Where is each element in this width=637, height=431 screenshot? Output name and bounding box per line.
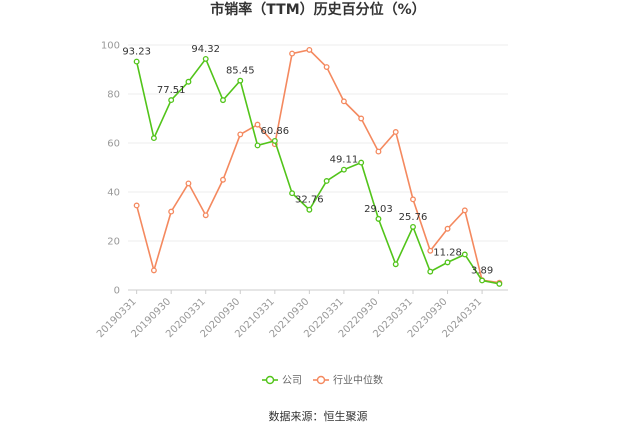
data-point[interactable] bbox=[289, 190, 296, 197]
legend-item-1[interactable]: 行业中位数 bbox=[313, 374, 383, 387]
data-point[interactable] bbox=[289, 50, 296, 57]
data-point[interactable] bbox=[375, 148, 382, 155]
data-point[interactable] bbox=[444, 225, 451, 232]
legend-item-0[interactable]: 公司 bbox=[262, 376, 302, 387]
data-label: 93.23 bbox=[122, 47, 151, 58]
data-point[interactable] bbox=[202, 55, 209, 62]
data-label: 11.28 bbox=[433, 247, 462, 258]
data-point[interactable] bbox=[185, 78, 192, 85]
data-point[interactable] bbox=[461, 207, 468, 214]
series-line-1 bbox=[135, 49, 500, 284]
data-point[interactable] bbox=[392, 261, 399, 268]
data-point[interactable] bbox=[444, 259, 451, 266]
data-point[interactable] bbox=[392, 129, 399, 135]
data-point[interactable] bbox=[168, 208, 175, 215]
data-label: 60.86 bbox=[260, 126, 289, 137]
data-point[interactable] bbox=[340, 98, 347, 105]
data-label: 49.11 bbox=[330, 155, 359, 166]
y-tick-label: 80 bbox=[107, 90, 120, 101]
data-point[interactable] bbox=[202, 212, 209, 219]
legend-marker bbox=[316, 375, 326, 385]
data-point[interactable] bbox=[427, 268, 434, 275]
data-label: 85.45 bbox=[226, 66, 255, 77]
data-point[interactable] bbox=[375, 215, 382, 222]
data-point[interactable] bbox=[271, 137, 278, 144]
y-tick-label: 20 bbox=[107, 237, 120, 248]
data-point[interactable] bbox=[358, 115, 365, 122]
data-label: 29.03 bbox=[364, 204, 393, 215]
data-point[interactable] bbox=[358, 159, 365, 166]
data-point[interactable] bbox=[479, 277, 486, 284]
data-label: 32.76 bbox=[295, 195, 324, 206]
source-note: 数据来源：恒生聚源 bbox=[269, 409, 368, 423]
series-layer bbox=[133, 46, 503, 287]
data-point[interactable] bbox=[237, 131, 244, 138]
data-point[interactable] bbox=[496, 280, 503, 287]
data-point[interactable] bbox=[306, 206, 313, 213]
data-point[interactable] bbox=[133, 58, 140, 65]
legend[interactable]: 公司 行业中位数 bbox=[262, 374, 383, 387]
series-line-0 bbox=[135, 57, 500, 285]
x-axis: 2019033120190930202003312020093020210331… bbox=[95, 290, 484, 340]
data-point[interactable] bbox=[254, 121, 261, 128]
data-point[interactable] bbox=[461, 251, 468, 258]
data-point[interactable] bbox=[150, 135, 157, 142]
data-point[interactable] bbox=[254, 142, 261, 149]
data-point[interactable] bbox=[323, 178, 330, 184]
data-label: 94.32 bbox=[191, 44, 220, 55]
data-point[interactable] bbox=[306, 46, 313, 53]
data-point[interactable] bbox=[220, 176, 226, 183]
y-tick-label: 40 bbox=[107, 188, 120, 199]
data-point[interactable] bbox=[323, 64, 330, 70]
y-tick-label: 60 bbox=[107, 139, 120, 150]
y-tick-label: 100 bbox=[101, 41, 120, 52]
gridlines bbox=[128, 44, 508, 291]
legend-marker bbox=[265, 375, 275, 385]
legend-label: 行业中位数 bbox=[333, 374, 383, 387]
data-point[interactable] bbox=[410, 223, 416, 230]
data-label: 25.76 bbox=[399, 212, 428, 223]
data-label: 77.51 bbox=[157, 85, 186, 96]
data-point[interactable] bbox=[185, 180, 192, 187]
data-point[interactable] bbox=[220, 97, 226, 104]
data-point[interactable] bbox=[340, 166, 347, 173]
data-point[interactable] bbox=[150, 267, 157, 274]
data-point[interactable] bbox=[410, 196, 416, 203]
data-point[interactable] bbox=[133, 202, 140, 209]
y-axis: 0 20 40 60 80 100 bbox=[101, 41, 120, 297]
data-label: 3.89 bbox=[471, 265, 493, 276]
legend-label: 公司 bbox=[282, 376, 302, 387]
chart-title: 市销率（TTM）历史百分位（%） bbox=[210, 1, 425, 18]
data-point[interactable] bbox=[168, 97, 175, 104]
data-labels: 93.23 77.51 94.32 85.45 60.86 32.76 49.11 29.03… bbox=[122, 44, 493, 277]
data-point[interactable] bbox=[237, 77, 244, 84]
data-point[interactable] bbox=[427, 247, 434, 254]
y-tick-label: 0 bbox=[114, 286, 120, 297]
